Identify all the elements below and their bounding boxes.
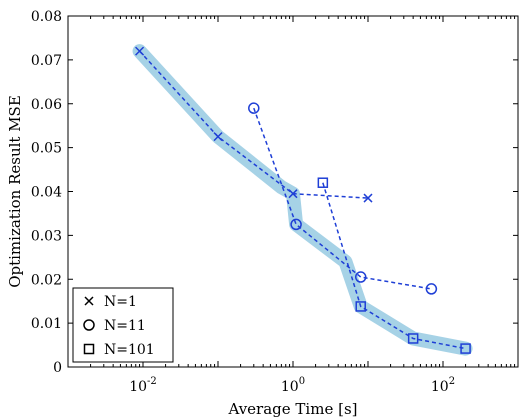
y-tick-label-7: 0.07 <box>31 53 62 69</box>
series-2-point-1 <box>355 301 366 312</box>
axis-ticks: 0 0.01 0.02 0.03 0.04 0.05 0.06 0.07 0.08 10-2 100… <box>31 9 519 395</box>
legend-label-1: N=11 <box>104 318 146 334</box>
series-0-line <box>139 50 369 199</box>
series-0-point-3 <box>363 193 373 203</box>
series-0-point-3-stroke-b <box>363 193 373 203</box>
series-0-point-0 <box>135 46 145 56</box>
x-tick-label-1: 100 <box>281 376 305 395</box>
legend-item-1: N=11 <box>83 318 146 334</box>
series-1-point-1 <box>290 218 302 231</box>
x-axis-label: Average Time [s] <box>227 400 357 418</box>
series-1-point-0 <box>248 102 260 114</box>
y-tick-label-4: 0.04 <box>31 185 62 201</box>
series-1 <box>248 102 438 295</box>
y-tick-label-8: 0.08 <box>31 9 62 25</box>
y-tick-label-3: 0.03 <box>31 228 62 244</box>
series-0-point-1-stroke-b <box>213 132 223 142</box>
lower-envelope-highlight <box>132 44 473 356</box>
legend-marker-x-b <box>84 296 94 306</box>
series-2-point-2 <box>407 333 419 344</box>
x-tick-label-0: 10-2 <box>129 376 157 395</box>
series-0-point-1 <box>213 132 223 142</box>
series-0-point-2 <box>288 189 298 199</box>
legend: N=1 N=11 N=101 <box>72 287 174 363</box>
y-tick-label-0: 0 <box>53 360 62 376</box>
legend-item-2: N=101 <box>83 342 155 358</box>
series-2-point-0 <box>317 177 329 188</box>
series-2-point-3 <box>460 343 471 354</box>
y-tick-label-2: 0.02 <box>31 272 62 288</box>
series-0-point-0-stroke-b <box>135 46 145 56</box>
series-2 <box>317 177 471 354</box>
series-layer <box>135 46 471 354</box>
legend-item-0: N=1 <box>84 294 137 310</box>
y-tick-label-1: 0.01 <box>31 316 62 332</box>
legend-marker-square <box>83 343 95 355</box>
y-tick-label-6: 0.06 <box>31 97 62 113</box>
series-1-point-2 <box>354 271 367 283</box>
series-1-line <box>253 107 432 290</box>
series-1-point-3 <box>425 283 438 295</box>
legend-label-0: N=1 <box>104 294 137 310</box>
series-2-line <box>322 182 466 350</box>
series-0-point-2-stroke-b <box>288 189 298 199</box>
y-axis-label: Optimization Result MSE <box>6 95 24 288</box>
legend-marker-circle <box>83 319 95 331</box>
legend-label-2: N=101 <box>104 342 155 358</box>
x-tick-label-2: 102 <box>431 376 455 395</box>
series-0 <box>135 46 373 203</box>
y-tick-label-5: 0.05 <box>31 141 62 157</box>
envelope-band <box>132 44 473 356</box>
